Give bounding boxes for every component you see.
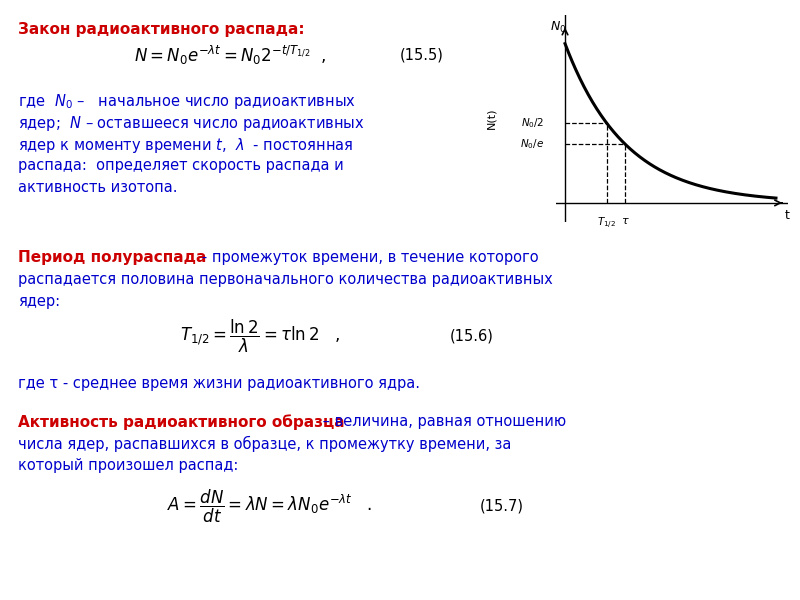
Text: – величина, равная отношению: – величина, равная отношению [318, 414, 566, 429]
Text: ядер;  $N$ – оставшееся число радиоактивных: ядер; $N$ – оставшееся число радиоактивн… [18, 114, 365, 133]
Text: активность изотопа.: активность изотопа. [18, 180, 178, 195]
Text: (15.7): (15.7) [480, 499, 524, 514]
Text: - промежуток времени, в течение которого: - промежуток времени, в течение которого [188, 250, 538, 265]
Text: который произошел распад:: который произошел распад: [18, 458, 238, 473]
Text: где  $N_0$ –   начальное число радиоактивных: где $N_0$ – начальное число радиоактивны… [18, 92, 356, 111]
Text: $N = N_0 e^{-\lambda t} = N_0 2^{-t/T_{1/2}}$  ,: $N = N_0 e^{-\lambda t} = N_0 2^{-t/T_{1… [134, 43, 326, 67]
Text: ядер к моменту времени $t$,  $\lambda$  - постоянная: ядер к моменту времени $t$, $\lambda$ - … [18, 136, 354, 155]
Text: распадается половина первоначального количества радиоактивных: распадается половина первоначального кол… [18, 272, 553, 287]
Text: t: t [785, 209, 790, 222]
Text: $N_0$: $N_0$ [550, 20, 566, 35]
Text: $A = \dfrac{dN}{dt} = \lambda N = \lambda N_0 e^{-\lambda t}$   .: $A = \dfrac{dN}{dt} = \lambda N = \lambd… [167, 487, 373, 524]
Text: $N_0/e$: $N_0/e$ [520, 137, 544, 151]
Text: числа ядер, распавшихся в образце, к промежутку времени, за: числа ядер, распавшихся в образце, к про… [18, 436, 511, 452]
Text: Период полураспада: Период полураспада [18, 250, 206, 265]
Text: $N_0/2$: $N_0/2$ [521, 116, 544, 130]
Text: ядер:: ядер: [18, 294, 60, 309]
Text: N(t): N(t) [486, 108, 496, 129]
Text: $\tau$: $\tau$ [621, 215, 630, 226]
Text: распада:  определяет скорость распада и: распада: определяет скорость распада и [18, 158, 344, 173]
Text: Активность радиоактивного образца: Активность радиоактивного образца [18, 414, 345, 430]
Text: (15.6): (15.6) [450, 329, 494, 343]
Text: где τ - среднее время жизни радиоактивного ядра.: где τ - среднее время жизни радиоактивно… [18, 376, 420, 391]
Text: Закон радиоактивного распада:: Закон радиоактивного распада: [18, 22, 305, 37]
Text: (15.5): (15.5) [400, 47, 444, 62]
Text: $T_{1/2} = \dfrac{\ln 2}{\lambda} = \tau \ln 2$   ,: $T_{1/2} = \dfrac{\ln 2}{\lambda} = \tau… [180, 317, 340, 355]
Text: $T_{1/2}$: $T_{1/2}$ [598, 215, 616, 231]
